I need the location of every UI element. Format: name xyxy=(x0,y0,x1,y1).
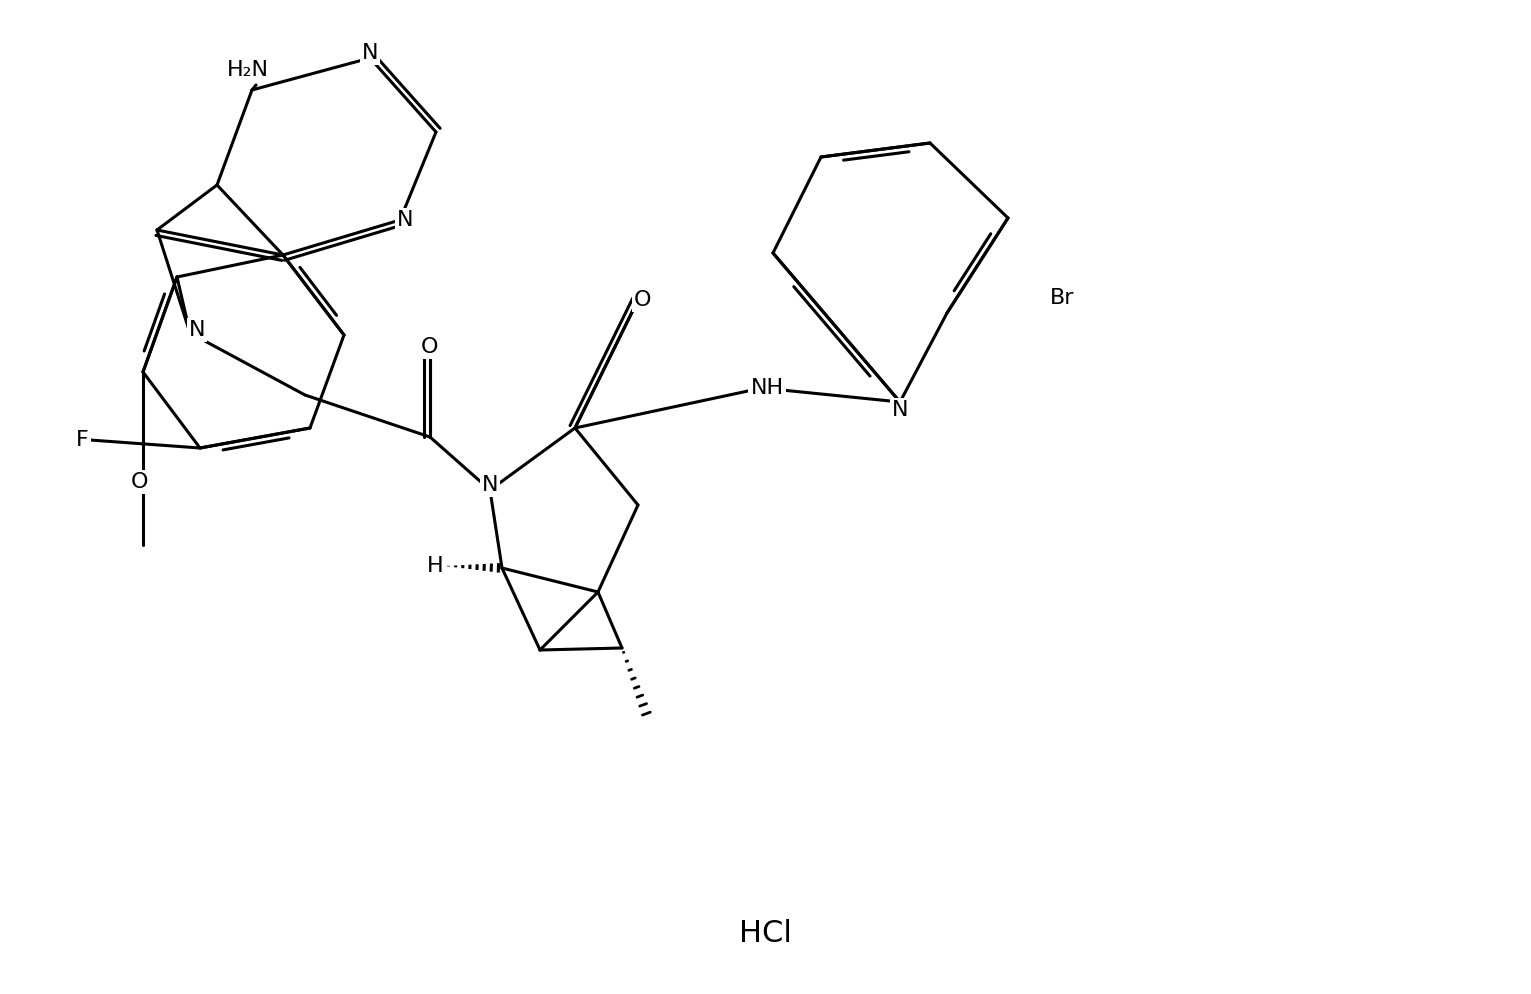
Text: N: N xyxy=(482,475,498,495)
Text: H₂N: H₂N xyxy=(227,60,269,80)
Text: Br: Br xyxy=(1050,288,1075,308)
Text: N: N xyxy=(361,43,378,63)
Text: O: O xyxy=(132,472,149,492)
Text: O: O xyxy=(634,290,652,310)
Text: N: N xyxy=(891,400,908,420)
Text: F: F xyxy=(75,430,89,450)
Text: N: N xyxy=(397,210,413,230)
Text: HCl: HCl xyxy=(738,919,792,948)
Text: N: N xyxy=(188,320,205,340)
Text: O: O xyxy=(421,337,439,357)
Text: H: H xyxy=(427,556,444,576)
Text: NH: NH xyxy=(750,378,784,398)
